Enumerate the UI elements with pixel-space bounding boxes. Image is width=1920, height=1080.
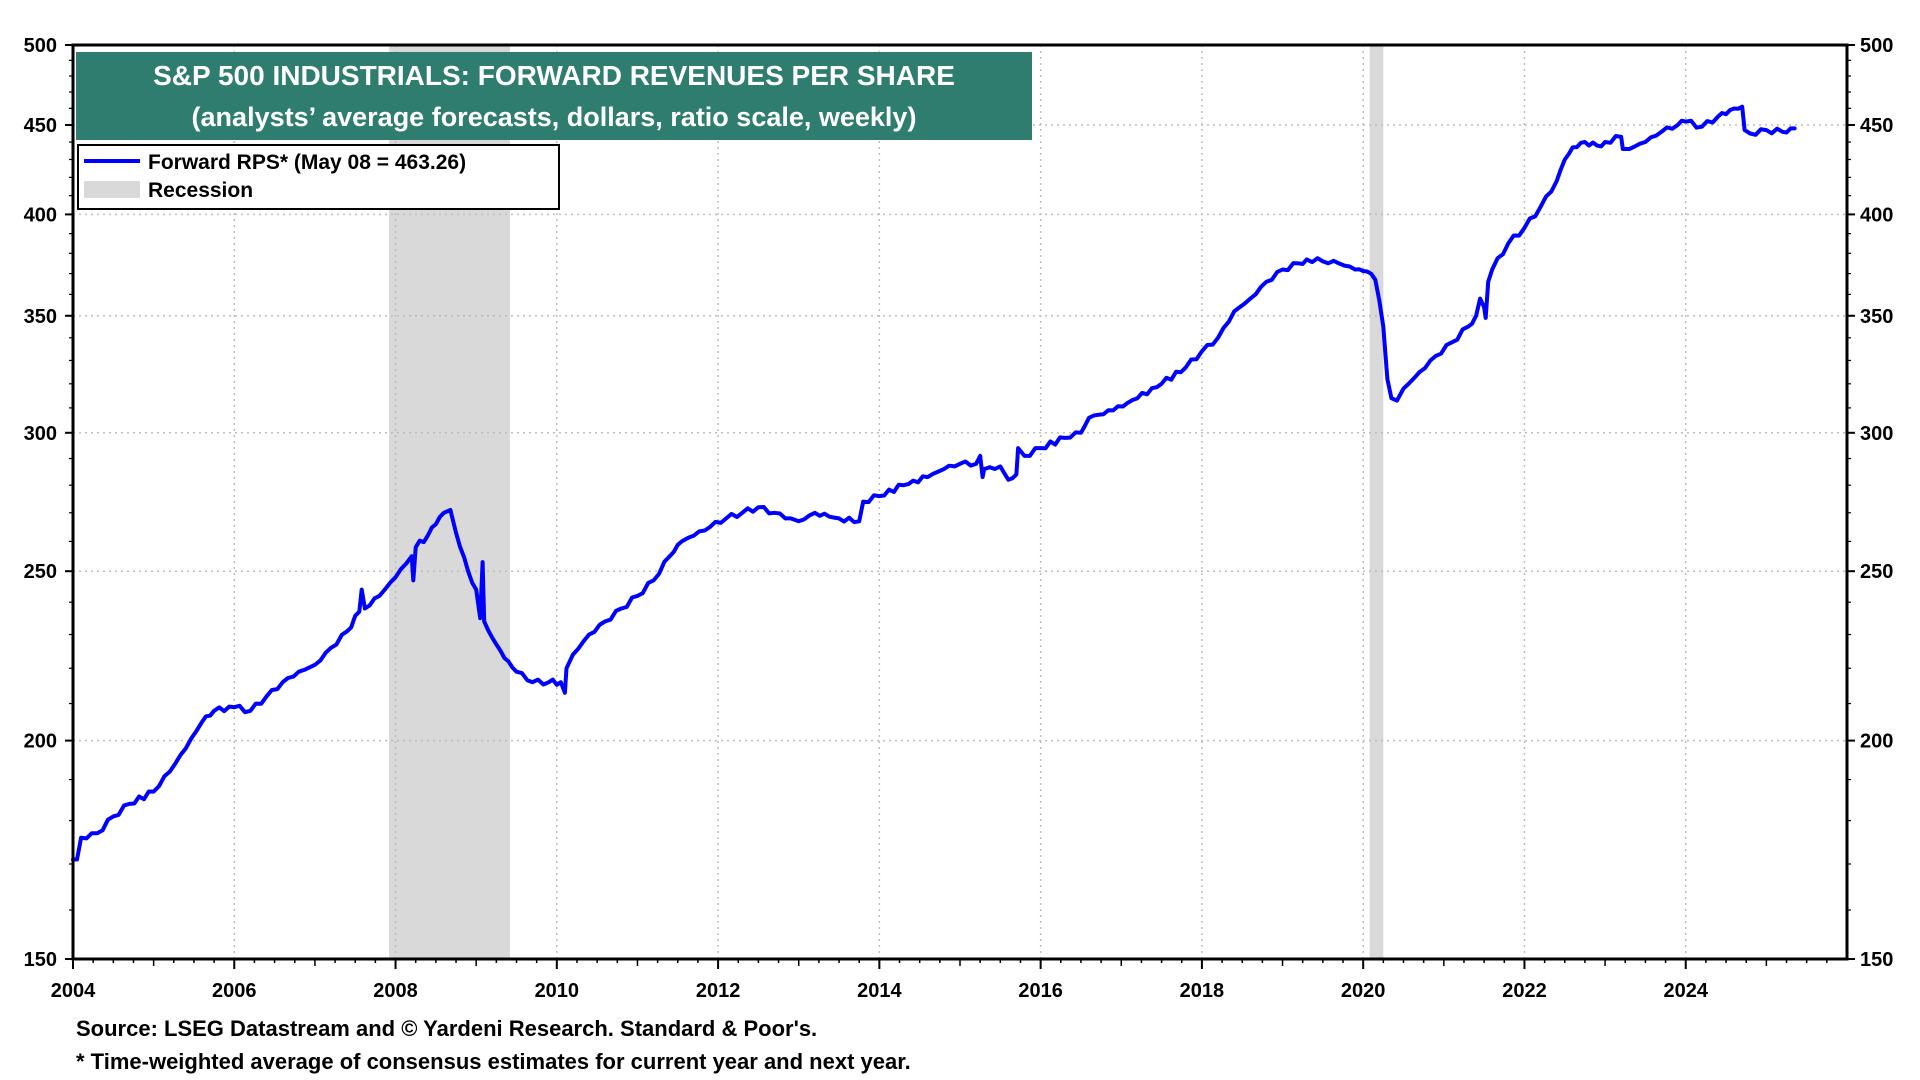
x-tick-label-2010: 2010 (535, 980, 580, 1002)
recession-band-2 (1369, 45, 1384, 959)
footnote-definition: * Time-weighted average of consensus est… (76, 1049, 911, 1074)
y-tick-label-left-500: 500 (24, 35, 57, 57)
legend-swatch-recession (84, 181, 140, 198)
y-tick-label-left-250: 250 (24, 561, 57, 583)
source-note: Source: LSEG Datastream and © Yardeni Re… (76, 1016, 818, 1041)
y-tick-label-left-150: 150 (24, 949, 57, 971)
y-tick-label-right-150: 150 (1860, 949, 1893, 971)
legend-box (77, 144, 560, 210)
y-tick-label-right-350: 350 (1860, 306, 1893, 328)
legend-label-recession: Recession (148, 179, 253, 202)
chart-title: S&P 500 INDUSTRIALS: FORWARD REVENUES PE… (153, 60, 955, 91)
x-tick-label-2014: 2014 (857, 980, 902, 1002)
y-tick-label-left-350: 350 (24, 306, 57, 328)
x-tick-label-2020: 2020 (1341, 980, 1386, 1002)
x-tick-label-2024: 2024 (1663, 980, 1708, 1002)
x-tick-label-2018: 2018 (1180, 980, 1225, 1002)
y-tick-label-right-200: 200 (1860, 731, 1893, 753)
title-background (76, 52, 1032, 140)
y-tick-label-left-300: 300 (24, 423, 57, 445)
axes: 2004 2006 2008 2010 2012 2014 2016 2018 2020 2022… (24, 35, 1894, 1002)
chart-subtitle: (analysts’ average forecasts, dollars, r… (192, 102, 917, 132)
y-tick-label-right-450: 450 (1860, 115, 1893, 137)
x-tick-label-2016: 2016 (1018, 980, 1063, 1002)
x-tick-label-2012: 2012 (696, 980, 741, 1002)
y-tick-label-right-300: 300 (1860, 423, 1893, 445)
legend-label-forward-rps: Forward RPS* (May 08 = 463.26) (148, 151, 466, 174)
y-tick-label-left-400: 400 (24, 204, 57, 226)
series-line-forward-rps (71, 104, 1797, 862)
x-tick-label-2022: 2022 (1502, 980, 1547, 1002)
title-box: S&P 500 INDUSTRIALS: FORWARD REVENUES PE… (76, 52, 1032, 140)
x-tick-label-2004: 2004 (51, 980, 96, 1002)
legend: Forward RPS* (May 08 = 463.26) Recession (77, 144, 560, 210)
y-tick-label-right-250: 250 (1860, 561, 1893, 583)
y-tick-label-left-200: 200 (24, 731, 57, 753)
x-tick-label-2006: 2006 (212, 980, 257, 1002)
y-tick-label-right-500: 500 (1860, 35, 1893, 57)
y-tick-label-left-450: 450 (24, 115, 57, 137)
y-tick-label-right-400: 400 (1860, 204, 1893, 226)
x-tick-label-2008: 2008 (373, 980, 418, 1002)
